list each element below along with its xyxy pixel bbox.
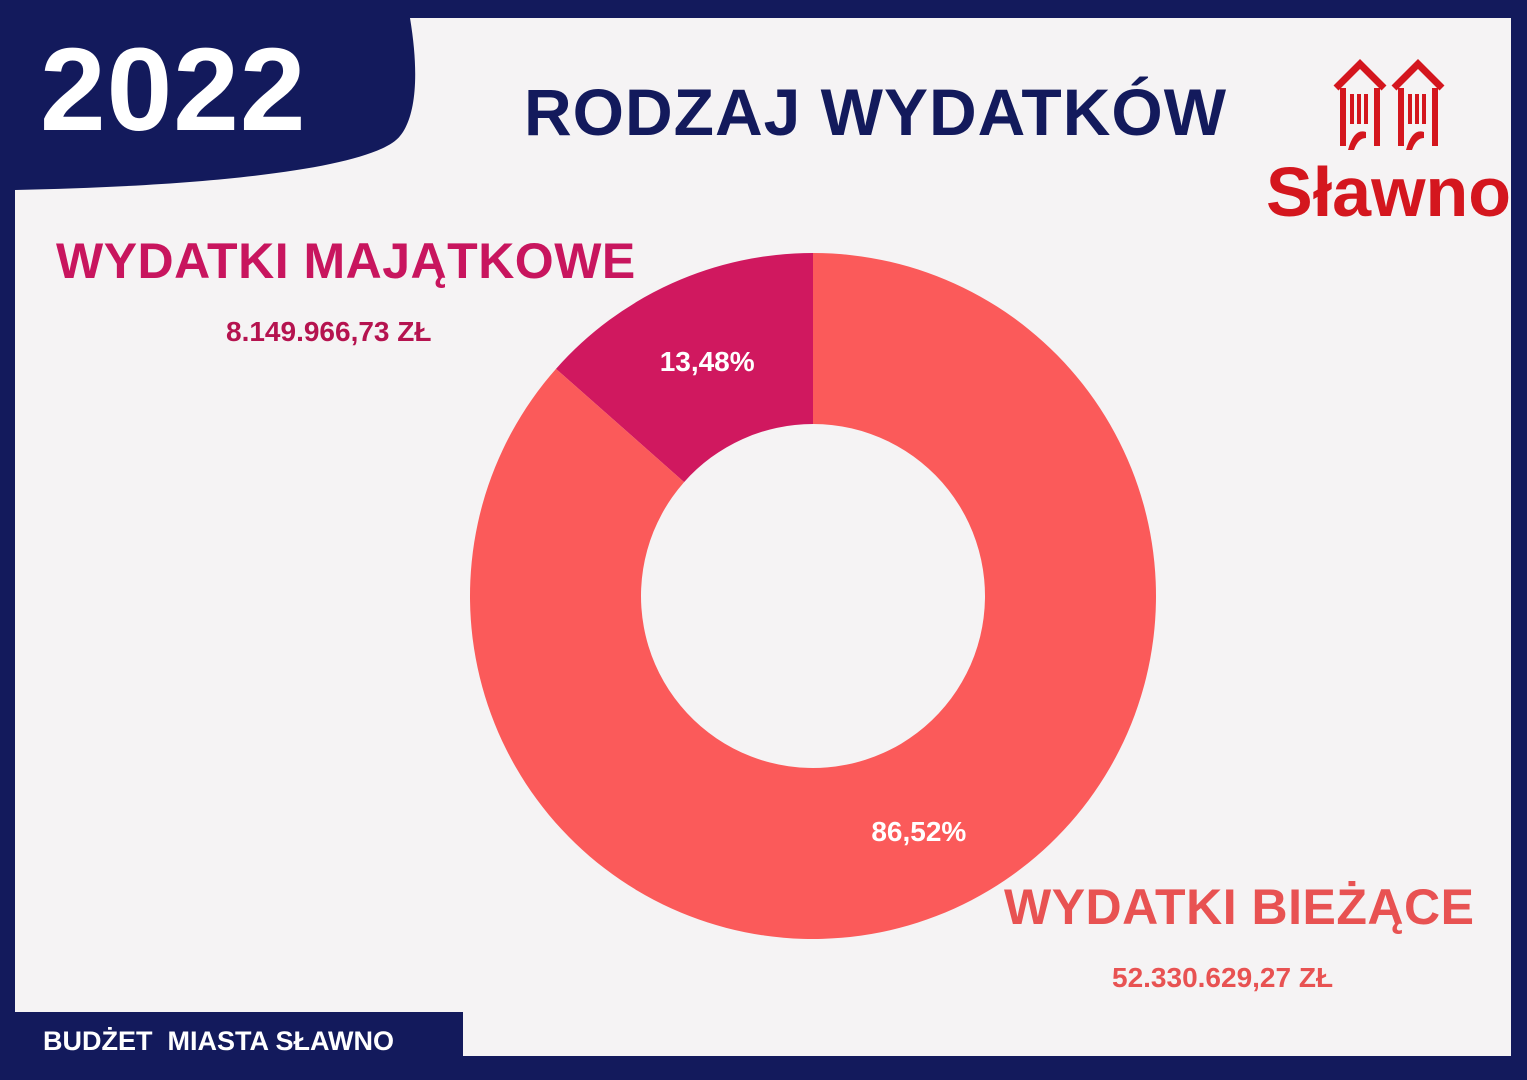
footer-bar: BUDŻET MIASTA SŁAWNO [15,1012,463,1062]
slice-percent-label-1: 86,52% [871,816,966,847]
legend-label-capital: WYDATKI MAJĄTKOWE [56,233,636,289]
donut-slice-1 [469,253,1156,939]
footer-text: BUDŻET MIASTA SŁAWNO [43,1026,394,1056]
page-title: RODZAJ WYDATKÓW [524,75,1228,149]
donut-slice-0 [555,253,813,483]
logo-text: Sławno [1266,153,1512,231]
legend-amount-current: 52.330.629,27 ZŁ [1112,962,1334,993]
legend-amount-capital: 8.149.966,73 ZŁ [226,316,432,347]
gate-towers-icon [1333,59,1445,150]
legend-label-current: WYDATKI BIEŻĄCE [1004,879,1475,935]
year-tab-background [15,18,416,190]
slice-percent-label-0: 13,48% [660,346,755,377]
year-label: 2022 [40,24,307,156]
